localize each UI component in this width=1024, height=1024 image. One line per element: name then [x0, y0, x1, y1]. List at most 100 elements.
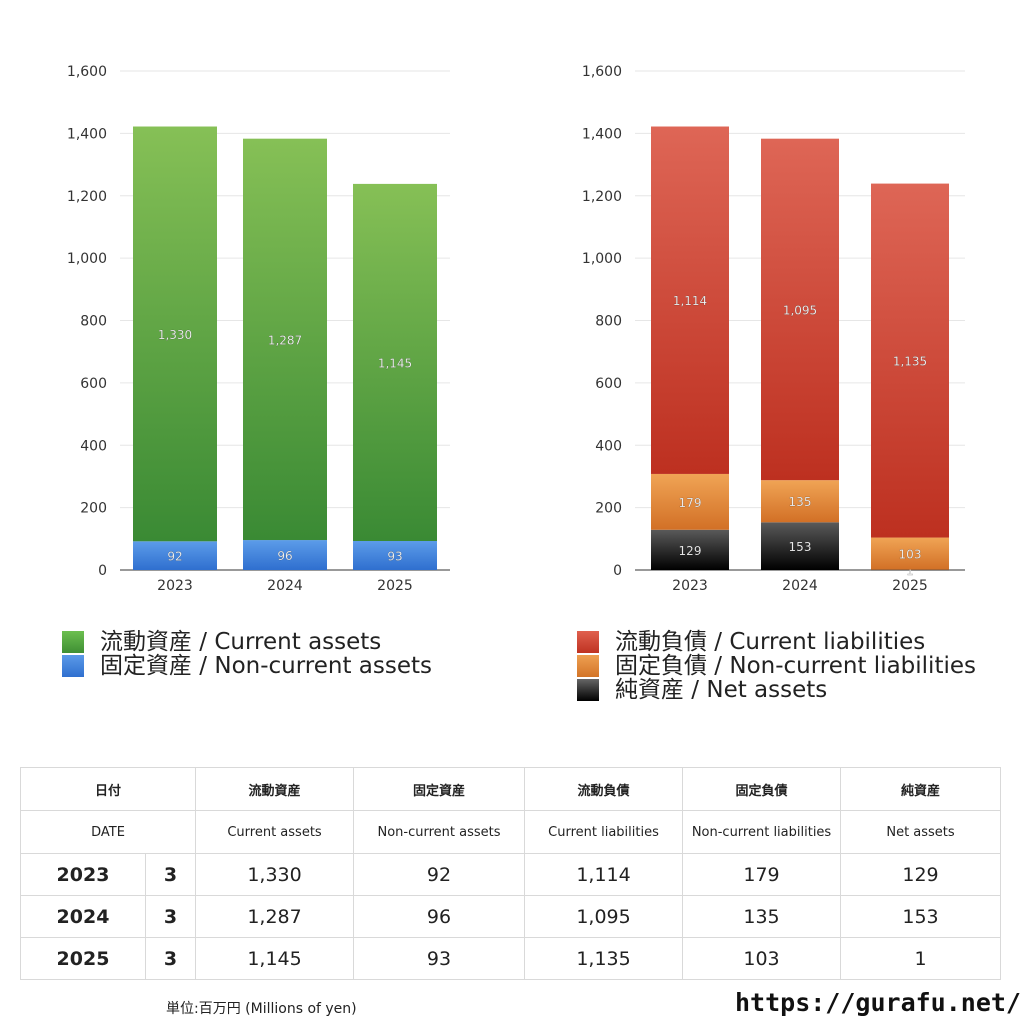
assets-chart: 0 200 400 600 800 1,000 1,200 1,400 1,600 92 1,330…: [67, 64, 450, 594]
value-cell: 153: [840, 895, 1002, 938]
year-cell: 2024: [20, 895, 146, 938]
value-cell: 93: [353, 937, 526, 980]
year-cell: 2025: [20, 937, 146, 980]
data-label: 179: [679, 496, 702, 510]
x-tick-label: 2025: [377, 578, 413, 594]
value-cell: 96: [353, 895, 526, 938]
legend-swatch: [577, 655, 599, 677]
header-cell: Current assets: [195, 810, 355, 854]
bar-segment: [243, 540, 327, 570]
header-cell: DATE: [19, 810, 197, 854]
y-tick-label: 600: [595, 376, 622, 392]
y-tick-label: 0: [98, 563, 107, 579]
value-cell: 103: [682, 937, 842, 980]
value-cell: 129: [840, 853, 1002, 896]
header-cell: 純資産: [840, 767, 1002, 811]
header-cell: Current liabilities: [524, 810, 684, 854]
x-tick-label: 2024: [782, 578, 818, 594]
bar-segment: [871, 183, 949, 538]
data-label: 1,095: [783, 303, 817, 317]
bar-segment: [243, 138, 327, 541]
y-tick-label: 1,600: [67, 64, 107, 80]
y-tick-label: 800: [80, 314, 107, 330]
data-label: 129: [679, 544, 702, 558]
y-tick-label: 1,400: [67, 126, 107, 142]
data-label: 135: [789, 495, 812, 509]
table-header-jp: 日付 流動資産 固定資産 流動負債 固定負債 純資産: [19, 767, 1002, 811]
y-tick-label: 400: [80, 438, 107, 454]
x-tick-label: 2024: [267, 578, 303, 594]
data-label: 1,287: [268, 333, 302, 347]
data-label: 1,135: [893, 355, 927, 369]
y-tick-label: 600: [80, 376, 107, 392]
data-label: 93: [387, 549, 402, 563]
unit-note: 単位:百万円 (Millions of yen): [166, 1001, 357, 1017]
bar-segment: [133, 541, 217, 570]
bar-segment: [651, 473, 729, 530]
x-tick-label: 2023: [157, 578, 193, 594]
y-tick-label: 1,200: [67, 189, 107, 205]
data-table: 日付 流動資産 固定資産 流動負債 固定負債 純資産 DATE Current …: [19, 767, 1002, 980]
legend-swatch: [577, 679, 599, 701]
value-cell: 1,114: [524, 853, 684, 896]
y-tick-label: 200: [595, 501, 622, 517]
header-cell: 日付: [19, 767, 197, 811]
data-label: 1,114: [673, 294, 707, 308]
table-row: 2023 3 1,330 92 1,114 179 129: [20, 853, 1002, 896]
data-label: 1: [906, 564, 914, 578]
bar-segment: [651, 126, 729, 474]
site-url[interactable]: https://gurafu.net/: [735, 988, 1021, 1017]
data-label: 1,145: [378, 356, 412, 370]
data-label: 92: [167, 550, 182, 564]
data-label: 96: [277, 549, 292, 563]
table-row: 2025 3 1,145 93 1,135 103 1: [20, 937, 1002, 980]
month-cell: 3: [144, 853, 197, 896]
value-cell: 1,145: [195, 937, 355, 980]
year-cell: 2023: [20, 853, 146, 896]
bar-segment: [761, 522, 839, 570]
header-cell: Non-current assets: [353, 810, 526, 854]
legend-item: 純資産 / Net assets: [577, 678, 976, 702]
legend-label: 固定負債 / Non-current liabilities: [615, 653, 976, 679]
value-cell: 1,287: [195, 895, 355, 938]
data-label: 153: [789, 540, 812, 554]
header-cell: 流動資産: [195, 767, 355, 811]
x-tick-label: 2023: [672, 578, 708, 594]
table-row: 2024 3 1,287 96 1,095 135 153: [20, 895, 1002, 938]
legend-swatch: [62, 631, 84, 653]
legend-label: 流動負債 / Current liabilities: [615, 629, 926, 655]
table-header-en: DATE Current assets Non-current assets C…: [19, 810, 1002, 854]
y-tick-label: 800: [595, 314, 622, 330]
bar-segment: [353, 183, 437, 541]
legend-swatch: [577, 631, 599, 653]
data-label: 103: [899, 548, 922, 562]
legend-item: 固定資産 / Non-current assets: [62, 654, 432, 678]
bar-segment: [133, 126, 217, 542]
legend-label: 流動資産 / Current assets: [100, 629, 382, 655]
value-cell: 135: [682, 895, 842, 938]
y-tick-label: 1,400: [582, 126, 622, 142]
header-cell: 流動負債: [524, 767, 684, 811]
value-cell: 92: [353, 853, 526, 896]
y-tick-label: 0: [613, 563, 622, 579]
liabilities-legend: 流動負債 / Current liabilities 固定負債 / Non-cu…: [577, 630, 976, 702]
bar-segment: [651, 529, 729, 570]
value-cell: 1,330: [195, 853, 355, 896]
y-tick-label: 1,000: [582, 251, 622, 267]
x-tick-label: 2025: [892, 578, 928, 594]
value-cell: 1,135: [524, 937, 684, 980]
legend-label: 固定資産 / Non-current assets: [100, 653, 433, 679]
y-tick-label: 400: [595, 438, 622, 454]
bar-segment: [761, 480, 839, 523]
data-label: 1,330: [158, 328, 192, 342]
header-cell: 固定負債: [682, 767, 842, 811]
header-cell: Non-current liabilities: [682, 810, 842, 854]
y-tick-label: 200: [80, 501, 107, 517]
month-cell: 3: [144, 895, 197, 938]
y-tick-label: 1,200: [582, 189, 622, 205]
legend-item: 流動負債 / Current liabilities: [577, 630, 976, 654]
legend-label: 純資産 / Net assets: [615, 677, 828, 703]
legend-item: 流動資産 / Current assets: [62, 630, 432, 654]
header-cell: 固定資産: [353, 767, 526, 811]
assets-legend: 流動資産 / Current assets 固定資産 / Non-current…: [62, 630, 432, 678]
